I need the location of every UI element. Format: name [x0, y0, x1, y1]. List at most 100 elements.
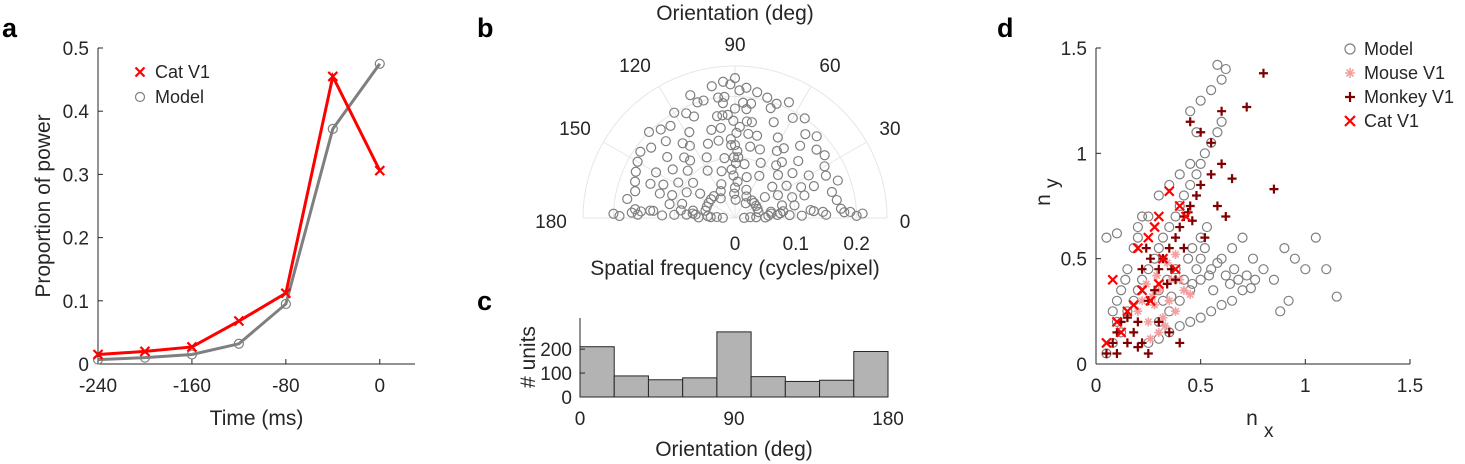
data-point [725, 133, 736, 145]
data-point [1226, 243, 1238, 254]
data-point [648, 205, 659, 216]
data-point [1247, 253, 1259, 264]
panel-c-histogram: 0 90 180 0 100 200 Orientation (deg) # units [517, 318, 904, 461]
data-point [1137, 296, 1147, 306]
legend-label: Cat V1 [1364, 111, 1419, 131]
data-point [1199, 243, 1210, 254]
data-point [741, 82, 752, 93]
data-point [327, 123, 338, 134]
data-point [717, 76, 729, 87]
data-point [754, 144, 766, 155]
data-point [749, 197, 760, 209]
data-point [1133, 317, 1143, 327]
x-tick-label: 0 [1091, 376, 1102, 397]
legend-marker [1345, 68, 1355, 78]
angle-label: 150 [559, 119, 591, 140]
data-point [715, 193, 726, 204]
x-axis-label: Orientation (deg) [655, 438, 813, 461]
data-point [687, 177, 699, 188]
data-point [1137, 264, 1147, 274]
data-point [675, 205, 686, 216]
data-point [1101, 348, 1111, 358]
data-point [1149, 221, 1160, 233]
data-point [1116, 285, 1127, 296]
y-tick-label: 0.2 [63, 229, 89, 250]
data-point [677, 198, 688, 209]
data-point [1170, 263, 1181, 275]
data-point [684, 155, 696, 166]
data-point [717, 110, 728, 121]
y-tick-label: 0.4 [63, 102, 90, 123]
data-point [1132, 221, 1143, 233]
data-point [1187, 278, 1198, 290]
legend-label: Model [1364, 39, 1413, 59]
data-point [1107, 306, 1118, 317]
data-point [1141, 279, 1151, 289]
data-point [1122, 264, 1133, 275]
data-point [1185, 201, 1195, 211]
data-point [655, 124, 666, 135]
data-point [681, 187, 692, 198]
data-point [1148, 292, 1158, 302]
histogram-bar [784, 380, 821, 398]
data-point [1242, 102, 1252, 112]
data-point [1107, 274, 1119, 286]
data-point [1132, 242, 1144, 254]
data-point [753, 207, 764, 218]
data-point [1245, 283, 1257, 294]
y-axis-label: Proportion of power [32, 114, 55, 297]
data-point [608, 208, 619, 219]
data-point [805, 204, 816, 216]
data-point [630, 166, 641, 177]
data-point [1195, 253, 1206, 264]
data-point [734, 85, 745, 96]
data-point [716, 179, 727, 190]
data-point [799, 113, 810, 124]
data-point [1143, 317, 1153, 327]
data-point [1180, 211, 1192, 222]
data-point [1153, 190, 1164, 201]
data-point [741, 184, 752, 195]
data-point [1154, 264, 1164, 274]
data-point [664, 198, 675, 210]
data-point [783, 97, 795, 108]
data-point [771, 160, 782, 171]
data-point [1216, 74, 1227, 85]
data-point [632, 156, 643, 167]
x-tick-label: 0 [374, 376, 385, 397]
data-point [733, 152, 744, 163]
x-tick-label: 0 [575, 409, 586, 430]
data-point [700, 205, 711, 216]
data-point [1229, 264, 1240, 275]
data-point [1174, 295, 1185, 306]
series-line-model [97, 62, 381, 362]
data-point [794, 140, 806, 151]
panel-letter-b: b [477, 13, 494, 43]
data-point [1179, 285, 1189, 295]
data-point [1171, 249, 1181, 259]
histogram-bar [716, 331, 752, 398]
data-point [682, 165, 693, 176]
data-point [139, 352, 151, 363]
data-point [684, 127, 695, 138]
data-point [1233, 274, 1244, 285]
data-point [717, 98, 729, 109]
data-point [1183, 253, 1194, 264]
data-point [1321, 264, 1332, 275]
data-point [763, 210, 774, 221]
polar-grid-spoke [734, 141, 867, 219]
data-point [1101, 232, 1112, 243]
data-point [1141, 243, 1151, 253]
data-point [772, 169, 784, 181]
data-point [1226, 295, 1238, 306]
data-point [702, 138, 714, 149]
data-point [665, 120, 676, 131]
data-point [374, 165, 386, 176]
data-point [1269, 184, 1279, 194]
y-tick-label: 0.3 [63, 165, 89, 186]
data-point [713, 135, 724, 146]
data-point [643, 126, 655, 138]
data-point [632, 209, 643, 220]
panel-a-line-chart: -240 -160 -80 0 0 0.1 0.2 0.3 0.4 0.5 Time (ms) Pro… [32, 39, 415, 430]
